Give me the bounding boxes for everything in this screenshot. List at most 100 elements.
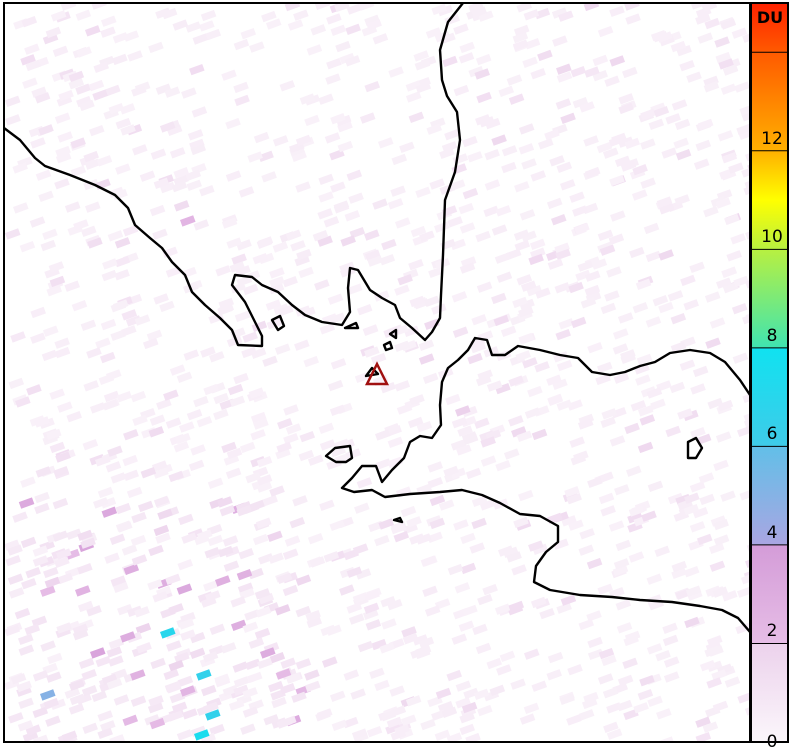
so2-pixel (523, 9, 540, 21)
so2-pixel (516, 3, 533, 13)
so2-pixel (410, 225, 427, 238)
so2-pixel (614, 484, 630, 496)
so2-pixel (474, 417, 490, 429)
so2-pixel (609, 435, 626, 447)
so2-pixel (736, 123, 750, 136)
so2-pixel (276, 572, 293, 584)
so2-pixel (450, 467, 466, 480)
so2-pixel (169, 364, 186, 376)
so2-pixel (57, 572, 74, 585)
so2-pixel (453, 84, 470, 97)
so2-pixel (274, 604, 291, 616)
so2-pixel (583, 3, 600, 12)
so2-pixel (460, 562, 477, 575)
so2-pixel (712, 586, 729, 598)
so2-pixel (620, 352, 637, 365)
so2-pixel (461, 431, 478, 443)
so2-pixel (4, 95, 21, 107)
so2-pixel (569, 436, 585, 448)
so2-pixel (566, 714, 582, 726)
so2-pixel (612, 328, 629, 340)
so2-pixel (412, 634, 429, 646)
so2-pixel (720, 18, 737, 30)
so2-pixel (455, 405, 471, 417)
so2-pixel (595, 373, 611, 386)
so2-pixel (80, 537, 96, 549)
so2-pixel (84, 25, 101, 37)
so2-pixel (357, 640, 374, 653)
so2-pixel (519, 713, 536, 725)
so2-pixel (34, 502, 50, 515)
so2-pixel (316, 708, 333, 720)
so2-pixel (365, 619, 382, 631)
so2-pixel (131, 511, 147, 524)
so2-pixel (97, 727, 113, 740)
so2-pixel (352, 543, 369, 555)
so2-pixel (381, 238, 397, 251)
so2-pixel (658, 301, 674, 314)
so2-pixel (496, 664, 512, 676)
so2-pixel (144, 714, 160, 726)
so2-pixel (119, 103, 136, 115)
so2-pixel (740, 573, 750, 585)
so2-pixel (703, 205, 719, 218)
so2-pixel (235, 265, 251, 277)
so2-pixel (370, 352, 387, 365)
so2-pixel (387, 198, 404, 210)
so2-pixel (225, 170, 242, 182)
so2-pixel (196, 415, 213, 428)
so2-pixel (478, 10, 494, 22)
so2-pixel (258, 553, 274, 565)
so2-pixel (591, 258, 608, 270)
so2-pixel (444, 129, 460, 141)
so2-pixel (242, 283, 259, 296)
so2-pixel (240, 27, 257, 40)
so2-pixel (460, 532, 476, 545)
so2-pixel (689, 261, 705, 274)
so2-pixel (257, 657, 273, 670)
so2-pixel (33, 734, 49, 742)
so2-pixel (34, 416, 50, 428)
so2-pixel (30, 306, 46, 319)
so2-pixel (560, 112, 576, 125)
so2-pixel (240, 723, 256, 735)
so2-pixel (132, 144, 148, 156)
so2-pixel (670, 312, 687, 325)
so2-pixel (461, 701, 478, 714)
so2-pixel (84, 201, 101, 213)
so2-pixel (677, 408, 693, 420)
so2-pixel (75, 585, 91, 597)
so2-pixel (471, 6, 487, 18)
so2-pixel (230, 619, 247, 631)
so2-pixel (597, 673, 614, 685)
so2-pixel (477, 593, 493, 606)
so2-pixel (86, 605, 102, 617)
so2-pixel (151, 460, 168, 472)
so2-pixel (163, 389, 179, 401)
so2-pixel (55, 451, 71, 463)
coastline-sumatra (4, 3, 464, 348)
so2-pixel (671, 560, 688, 573)
so2-pixel (658, 249, 674, 261)
so2-pixel (64, 548, 80, 561)
so2-pixel (736, 586, 750, 598)
so2-pixel (116, 391, 133, 403)
so2-pixel (152, 591, 168, 603)
so2-pixel (620, 160, 637, 172)
so2-pixel (72, 623, 89, 636)
so2-pixel (498, 545, 514, 557)
so2-pixel (371, 638, 387, 651)
so2-pixel (453, 23, 469, 35)
so2-pixel (32, 555, 49, 567)
so2-pixel (438, 499, 455, 511)
so2-pixel (4, 624, 21, 637)
so2-pixel (42, 325, 59, 337)
so2-pixel (414, 59, 431, 71)
so2-pixel (95, 655, 112, 668)
so2-pixel (35, 466, 52, 478)
so2-pixel (505, 248, 522, 260)
so2-pixel (617, 312, 634, 324)
so2-pixel (702, 721, 719, 733)
so2-pixel (608, 233, 625, 245)
so2-pixel (153, 293, 169, 305)
